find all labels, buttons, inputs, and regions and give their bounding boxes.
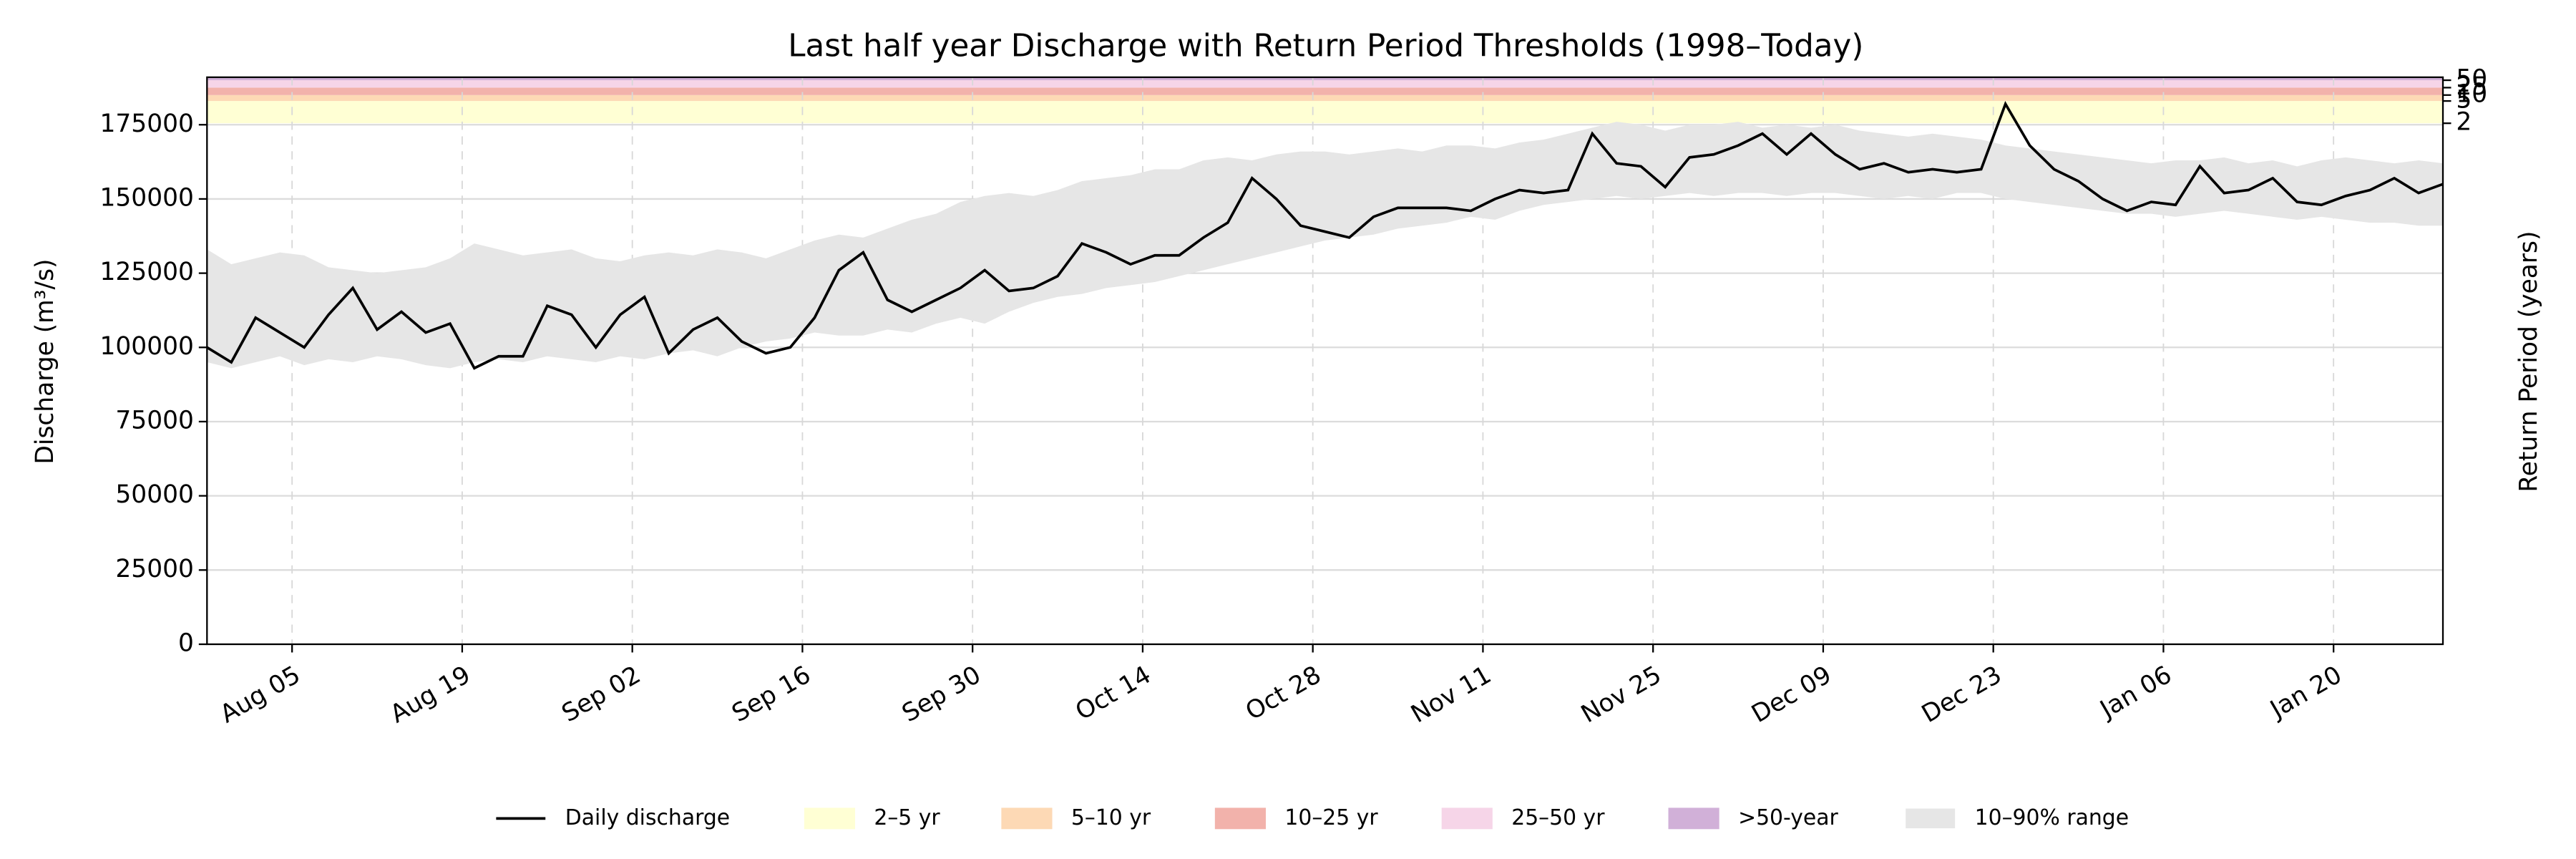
- legend-label: 10–25 yr: [1284, 805, 1378, 830]
- legend-swatch: [1001, 807, 1053, 830]
- y-tick-label: 100000: [100, 332, 194, 361]
- x-tick-label: Oct 14: [1070, 661, 1156, 727]
- y-tick-label: 150000: [100, 183, 194, 212]
- y-tick-label: 0: [178, 629, 194, 657]
- legend-swatch: [1441, 807, 1493, 830]
- y-tick-label: 25000: [115, 555, 194, 583]
- threshold-band: [207, 77, 2444, 81]
- x-tick-label: Sep 02: [557, 661, 646, 728]
- x-tick-label: Nov 11: [1406, 661, 1496, 729]
- x-tick-label: Sep 30: [897, 661, 986, 728]
- x-tick-label: Dec 23: [1917, 661, 2006, 729]
- y2-tick-label: 2: [2456, 108, 2472, 137]
- y2-tick-label: 10: [2456, 79, 2487, 108]
- threshold-band: [207, 87, 2444, 95]
- x-tick-label: Nov 25: [1576, 661, 1667, 729]
- range-band: [207, 122, 2444, 369]
- legend-label: 2–5 yr: [874, 805, 940, 830]
- x-tick-label: Jan 06: [2094, 661, 2177, 725]
- y2-tick-label: 50: [2456, 65, 2487, 94]
- legend-swatch: [1668, 807, 1719, 830]
- y2-axis-label: Return Period (years): [2514, 231, 2543, 492]
- x-tick-label: Dec 09: [1747, 661, 1836, 729]
- legend-swatch: [1214, 807, 1267, 830]
- legend-label: Daily discharge: [565, 805, 730, 830]
- legend-label: 10–90% range: [1975, 805, 2129, 830]
- y2-tick-label: 25: [2456, 72, 2487, 101]
- y-tick-label: 175000: [100, 110, 194, 138]
- legend-swatch: [804, 807, 856, 830]
- threshold-band: [207, 80, 2444, 88]
- y-axis-label: Discharge (m³/s): [31, 259, 59, 465]
- x-tick-label: Oct 28: [1241, 661, 1326, 727]
- y-tick-label: 75000: [115, 406, 194, 435]
- legend-label: 5–10 yr: [1071, 805, 1151, 830]
- y2-tick-label: 5: [2456, 86, 2472, 115]
- y-tick-label: 50000: [115, 480, 194, 509]
- legend-swatch: [1906, 808, 1956, 829]
- chart-title: Last half year Discharge with Return Per…: [788, 29, 1863, 64]
- x-tick-label: Aug 05: [215, 661, 306, 729]
- threshold-band: [207, 101, 2444, 124]
- x-tick-label: Aug 19: [386, 661, 476, 729]
- discharge-line: [206, 100, 2444, 370]
- legend-label: >50-year: [1738, 805, 1838, 830]
- x-tick-label: Jan 20: [2265, 661, 2347, 725]
- x-tick-label: Sep 16: [727, 661, 816, 728]
- threshold-band: [207, 94, 2444, 102]
- plot-frame: [206, 76, 2444, 646]
- legend-label: 25–50 yr: [1511, 805, 1605, 830]
- y-tick-label: 125000: [100, 258, 194, 286]
